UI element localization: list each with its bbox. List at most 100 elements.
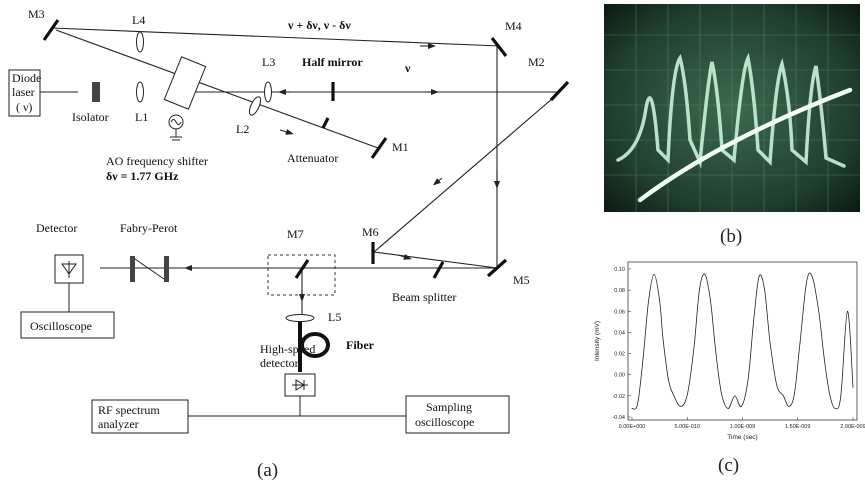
data-point — [699, 289, 700, 291]
scope-pulse-trace — [616, 52, 846, 169]
label-hs-1: High-speed — [260, 342, 315, 356]
data-point — [673, 395, 675, 397]
beam-diagonal — [55, 29, 379, 149]
mirror-m7 — [294, 259, 310, 279]
label-sampling-1: Sampling — [426, 400, 472, 414]
x-tick-label: 1.50E-009 — [785, 424, 810, 430]
data-point — [794, 393, 795, 395]
data-point — [642, 358, 644, 360]
data-point — [727, 408, 729, 409]
mirror-m5 — [486, 258, 508, 278]
y-tick-label: -0.04 — [612, 415, 625, 421]
y-tick-label: 0.06 — [614, 309, 625, 315]
data-point — [631, 408, 633, 409]
label-beam-mid: ν — [404, 61, 411, 75]
label-half-mirror: Half mirror — [302, 55, 363, 69]
x-tick-label: 1.00E-009 — [730, 424, 755, 430]
intensity-series-line — [631, 272, 854, 410]
data-point — [659, 300, 661, 302]
intensity-series-points — [631, 273, 854, 409]
y-tick-label: 0.00 — [614, 373, 625, 379]
data-point — [806, 281, 807, 283]
label-m3: M3 — [28, 7, 45, 21]
beam-m6-m5 — [373, 251, 498, 269]
fp-cavity — [134, 258, 165, 280]
label-fabry-perot: Fabry-Perot — [120, 221, 178, 235]
label-isolator: Isolator — [72, 110, 109, 124]
label-rf-1: RF spectrum — [98, 403, 160, 417]
label-laser-3: ( ν) — [16, 100, 32, 114]
data-point — [653, 273, 655, 275]
mirror-m3 — [42, 19, 60, 41]
data-point — [740, 406, 742, 407]
fp-plate-right — [164, 256, 169, 282]
label-laser-1: Diode — [12, 71, 41, 85]
mirror-m4 — [490, 37, 508, 57]
data-point — [769, 342, 771, 344]
beam-m2-m6 — [373, 91, 561, 253]
data-point — [764, 289, 765, 291]
setup-diagram: M3 M4 M2 M1 M5 M6 M7 L4 L3 L1 L2 L5 ν + … — [8, 7, 570, 481]
data-point — [648, 300, 649, 302]
label-l1: L1 — [135, 110, 148, 124]
data-point — [852, 387, 854, 388]
scope-traces — [616, 52, 853, 203]
plot-frame — [627, 261, 858, 421]
data-point — [668, 379, 669, 381]
data-point — [686, 394, 688, 396]
label-ao-1: AO frequency shifter — [106, 154, 208, 168]
oscilloscope-photo: (b) — [604, 4, 860, 247]
data-point — [704, 273, 706, 275]
caption-a: (a) — [257, 460, 278, 481]
data-point — [753, 321, 754, 323]
label-m1: M1 — [392, 140, 409, 154]
lens-l2 — [248, 96, 262, 116]
label-oscilloscope: Oscilloscope — [30, 319, 92, 333]
intensity-chart: 0.10 0.08 0.06 0.04 0.02 0.00 -0.02 -0.04 0.00E… — [594, 261, 865, 476]
label-detector: Detector — [36, 221, 77, 235]
label-m4: M4 — [505, 19, 522, 33]
data-point — [823, 358, 825, 360]
data-point — [710, 300, 711, 302]
oscilloscope-box — [20, 311, 115, 339]
y-axis-label: Intensity (mV) — [594, 321, 601, 361]
photodiode-hs-icon — [292, 379, 308, 391]
sine-icon — [170, 119, 182, 125]
y-tick-label: -0.02 — [612, 394, 625, 400]
label-m7: M7 — [287, 227, 304, 241]
data-point — [829, 394, 831, 396]
data-point — [747, 379, 749, 381]
attenuator — [321, 117, 330, 129]
lens-l5 — [285, 314, 315, 322]
data-point — [811, 276, 813, 277]
rf-analyzer-box — [91, 399, 189, 434]
data-point — [788, 406, 790, 407]
data-point — [637, 403, 638, 405]
x-axis-ticks: 0.00E+000 5.00E-010 1.00E-009 1.50E-009 2.00… — [619, 417, 865, 430]
arrow-m2 — [432, 177, 443, 186]
y-tick-label: 0.04 — [614, 330, 625, 336]
fiber-coil-icon — [300, 332, 330, 358]
fp-plate-left — [130, 256, 135, 282]
data-point — [840, 395, 842, 397]
label-m2: M2 — [528, 55, 545, 69]
y-tick-label: 0.02 — [614, 352, 625, 358]
y-axis-ticks: 0.10 0.08 0.06 0.04 0.02 0.00 -0.02 -0.04 — [612, 267, 631, 421]
data-point — [693, 347, 695, 349]
data-point — [734, 395, 736, 397]
lens-l4 — [136, 31, 144, 53]
label-l5: L5 — [328, 310, 341, 324]
photodiode-icon — [61, 261, 77, 278]
arrow-m6 — [397, 253, 412, 260]
x-tick-label: 5.00E-010 — [675, 424, 700, 430]
beam-top — [51, 27, 501, 47]
label-beam-splitter: Beam splitter — [392, 290, 456, 304]
beam-splitter — [432, 261, 445, 279]
label-sampling-2: oscilloscope — [415, 415, 474, 429]
arrow-diag — [279, 128, 294, 135]
label-laser-2: laser — [12, 85, 35, 99]
scope-sweep-trace — [637, 87, 853, 203]
data-point — [834, 408, 836, 409]
label-ao-2: δν = 1.77 GHz — [106, 169, 179, 183]
